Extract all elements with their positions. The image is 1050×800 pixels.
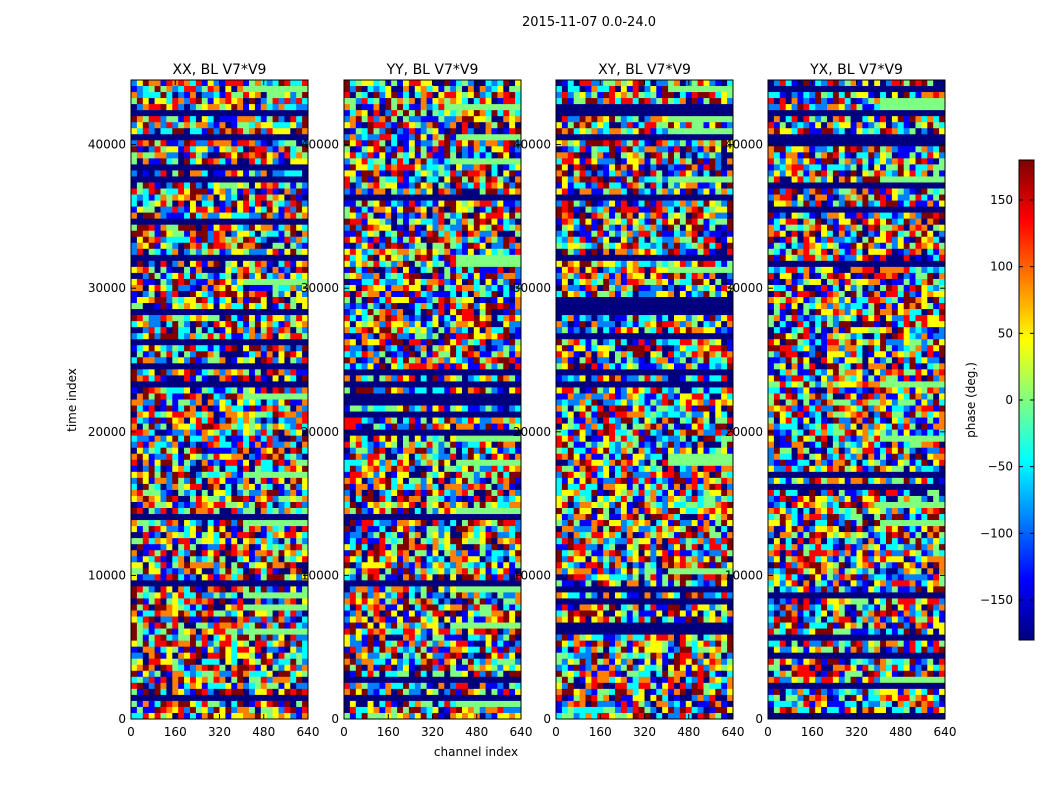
y-axis-label: time index — [65, 368, 79, 432]
colorbar-tick-label: 50 — [998, 326, 1013, 340]
y-tick-label: 0 — [331, 712, 339, 726]
colorbar-tick-label: 150 — [990, 193, 1013, 207]
y-tick-label: 10000 — [301, 568, 339, 582]
y-tick-label: 10000 — [513, 568, 551, 582]
y-tick-label: 40000 — [88, 138, 126, 152]
panel-4: YX, BL V7*V9 0 160 320 480 640 0 10000 20000 3000… — [725, 62, 957, 739]
x-axis-label: channel index — [434, 745, 518, 759]
panel-title: XX, BL V7*V9 — [173, 62, 267, 78]
colorbar-tick-label: −50 — [988, 460, 1013, 474]
x-tick-label: 320 — [421, 725, 444, 739]
y-tick-label: 20000 — [725, 425, 763, 439]
x-tick-label: 320 — [208, 725, 231, 739]
x-tick-label: 160 — [801, 725, 824, 739]
colorbar-tick-label: 0 — [1005, 393, 1013, 407]
x-tick-label: 0 — [552, 725, 560, 739]
phase-heatmap — [131, 80, 308, 719]
colorbar-tick-label: −100 — [980, 526, 1013, 540]
y-tick-label: 20000 — [88, 425, 126, 439]
y-tick-label: 20000 — [513, 425, 551, 439]
x-tick-label: 480 — [677, 725, 700, 739]
y-tick-label: 0 — [755, 712, 763, 726]
panel-3: XY, BL V7*V9 0 160 320 480 640 0 10000 20000 3000… — [513, 62, 745, 739]
x-tick-label: 480 — [252, 725, 275, 739]
y-tick-label: 40000 — [301, 138, 339, 152]
x-tick-label: 480 — [465, 725, 488, 739]
y-tick-label: 0 — [543, 712, 551, 726]
y-tick-label: 30000 — [88, 281, 126, 295]
x-tick-label: 160 — [589, 725, 612, 739]
y-tick-label: 10000 — [88, 568, 126, 582]
x-tick-label: 480 — [889, 725, 912, 739]
y-tick-label: 0 — [118, 712, 126, 726]
x-tick-label: 640 — [297, 725, 320, 739]
x-tick-label: 0 — [340, 725, 348, 739]
colorbar-ticks: −150 −100 −50 0 50 100 150 — [980, 193, 1034, 607]
colorbar-tick-label: −150 — [980, 593, 1013, 607]
phase-heatmap — [556, 80, 733, 719]
y-tick-label: 40000 — [513, 138, 551, 152]
panel-2: YY, BL V7*V9 0 160 320 480 640 0 10000 20000 3000… — [301, 62, 533, 739]
y-tick-label: 20000 — [301, 425, 339, 439]
panel-1: XX, BL V7*V9 0 160 320 480 640 0 10000 20000 3000… — [88, 62, 320, 739]
panel-title: XY, BL V7*V9 — [598, 62, 691, 78]
phase-heatmap — [344, 80, 521, 719]
x-tick-label: 640 — [510, 725, 533, 739]
x-tick-label: 640 — [722, 725, 745, 739]
colorbar-tick-label: 100 — [990, 260, 1013, 274]
x-tick-label: 320 — [633, 725, 656, 739]
y-tick-label: 40000 — [725, 138, 763, 152]
x-tick-label: 320 — [845, 725, 868, 739]
x-tick-label: 0 — [127, 725, 135, 739]
y-tick-label: 30000 — [725, 281, 763, 295]
panels: XX, BL V7*V9 0 160 320 480 640 0 10000 20000 3000… — [88, 62, 957, 739]
figure-title: 2015-11-07 0.0-24.0 — [522, 15, 656, 30]
y-tick-label: 30000 — [513, 281, 551, 295]
y-tick-label: 10000 — [725, 568, 763, 582]
panel-title: YX, BL V7*V9 — [809, 62, 903, 78]
panel-title: YY, BL V7*V9 — [386, 62, 479, 78]
phase-heatmap — [768, 80, 945, 719]
x-tick-label: 640 — [934, 725, 957, 739]
colorbar-label: phase (deg.) — [964, 362, 978, 438]
x-tick-label: 0 — [764, 725, 772, 739]
y-tick-label: 30000 — [301, 281, 339, 295]
x-tick-label: 160 — [164, 725, 187, 739]
colorbar: −150 −100 −50 0 50 100 150 phase (deg.) — [964, 159, 1035, 641]
x-tick-label: 160 — [377, 725, 400, 739]
